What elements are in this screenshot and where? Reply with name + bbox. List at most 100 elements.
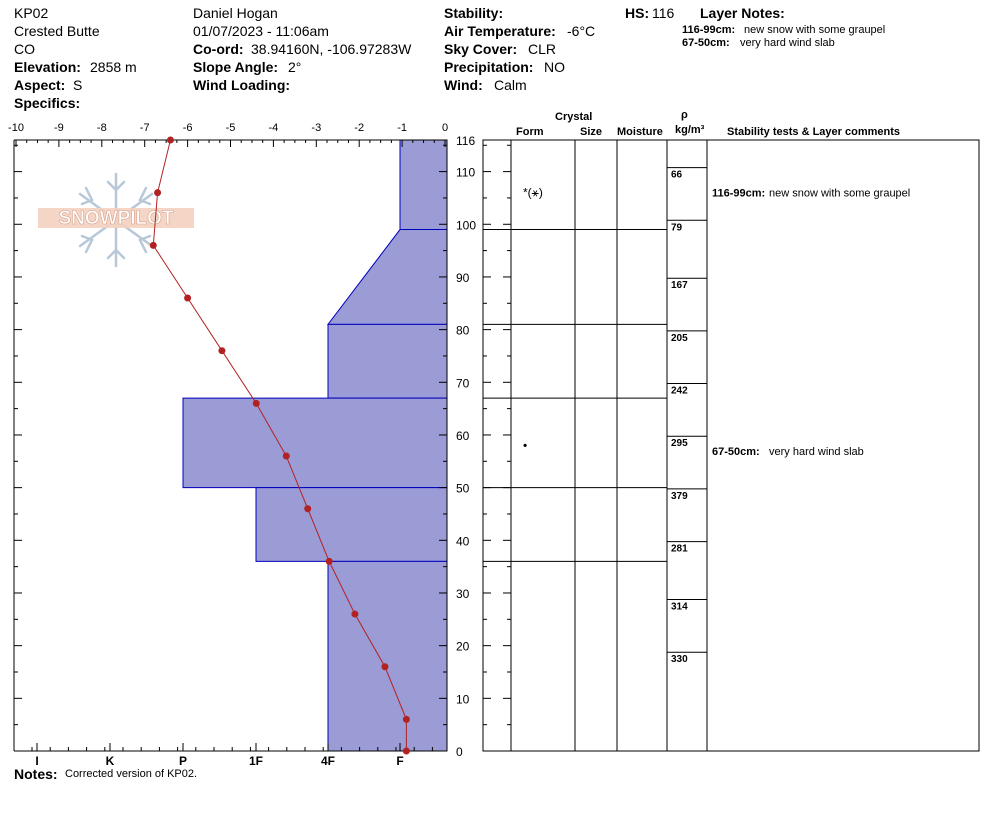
slope-label: Slope Angle:	[193, 59, 279, 75]
density-value: 379	[671, 491, 688, 502]
temperature-point	[304, 505, 312, 513]
moisture-header: Moisture	[617, 126, 663, 138]
temperature-point	[166, 136, 174, 144]
temperature-point	[252, 399, 260, 407]
hs-label: HS:	[625, 5, 650, 21]
temp-tick-label: -10	[8, 122, 24, 134]
height-tick-label: 40	[456, 534, 470, 548]
observer-name: Daniel Hogan	[193, 5, 278, 21]
height-tick-label: 30	[456, 587, 470, 601]
comments-header: Stability tests & Layer comments	[727, 126, 901, 138]
sky-value: CLR	[528, 41, 557, 57]
form-header: Form	[516, 126, 544, 138]
temperature-point	[325, 557, 333, 565]
notes-label: Notes:	[14, 766, 58, 782]
height-tick-label: 10	[456, 692, 470, 706]
temp-tick-label: -4	[269, 122, 279, 134]
hardness-tick-label: 4F	[321, 754, 335, 768]
notes-text: Corrected version of KP02.	[65, 768, 198, 780]
height-tick-label: 110	[456, 166, 475, 180]
state: CO	[14, 41, 35, 57]
layer-note-text: new snow with some graupel	[744, 24, 886, 36]
height-tick-label: 50	[456, 482, 470, 496]
specifics-label: Specifics:	[14, 95, 81, 111]
density-value: 167	[671, 280, 688, 291]
precip-label: Precipitation:	[444, 59, 534, 75]
temperature-point	[351, 610, 359, 618]
temperature-point	[381, 663, 389, 671]
density-unit-header: kg/m³	[675, 124, 705, 136]
hardness-tick-label: I	[35, 754, 38, 768]
air-temp-value: -6°C	[567, 23, 596, 39]
temp-tick-label: -2	[354, 122, 364, 134]
height-tick-label: 100	[456, 218, 476, 232]
height-tick-label: 116	[456, 134, 475, 148]
layer-comment-range: 116-99cm:	[712, 188, 765, 200]
crystal-form-symbol: •	[523, 439, 527, 453]
temperature-point	[402, 747, 410, 755]
location: Crested Butte	[14, 23, 100, 39]
rho-header: ρ	[681, 109, 688, 121]
size-header: Size	[580, 126, 603, 138]
temp-tick-label: -3	[311, 122, 321, 134]
layer-comment-text: new snow with some graupel	[769, 188, 910, 200]
height-tick-label: 60	[456, 429, 470, 443]
aspect-label: Aspect:	[14, 77, 66, 93]
density-value: 205	[671, 333, 688, 344]
temp-tick-label: -9	[54, 122, 64, 134]
precip-value: NO	[544, 59, 565, 75]
layer-note-range: 67-50cm:	[682, 37, 730, 49]
hardness-layer	[327, 323, 448, 399]
layer-note-text: very hard wind slab	[740, 37, 835, 49]
layer-table-frame	[482, 139, 980, 752]
hardness-layer	[327, 560, 448, 752]
sky-label: Sky Cover:	[444, 41, 518, 57]
temp-tick-label: 0	[442, 122, 448, 134]
observer-code: KP02	[14, 5, 49, 21]
density-value: 79	[671, 222, 683, 233]
temp-tick-label: -5	[226, 122, 236, 134]
hardness-layer	[255, 487, 448, 562]
height-tick-label: 0	[456, 745, 463, 759]
temperature-point	[149, 241, 157, 249]
density-value: 330	[671, 654, 688, 665]
stability-label: Stability:	[444, 5, 504, 21]
density-value: 281	[671, 544, 688, 555]
air-temp-label: Air Temperature:	[444, 23, 556, 39]
watermark-text: SNOWPILOT	[58, 208, 173, 229]
temp-tick-label: -7	[140, 122, 150, 134]
height-tick-label: 80	[456, 324, 470, 338]
snowpilot-logo: SNOWPILOT	[38, 172, 194, 268]
hs-value: 116	[652, 5, 675, 21]
elevation-label: Elevation:	[14, 59, 81, 75]
density-value: 66	[671, 170, 683, 181]
layer-note-range: 116-99cm:	[682, 24, 736, 36]
height-tick-label: 20	[456, 640, 470, 654]
slope-value: 2°	[288, 59, 302, 75]
height-tick-label: 70	[456, 376, 470, 390]
temperature-point	[402, 715, 410, 723]
hardness-layer	[182, 397, 448, 489]
wind-value: Calm	[494, 77, 527, 93]
temperature-point	[184, 294, 192, 302]
layer-notes-label: Layer Notes:	[700, 5, 785, 21]
hardness-layer	[326, 229, 448, 325]
temperature-point	[218, 347, 226, 355]
hardness-tick-label: 1F	[249, 754, 263, 768]
temp-tick-label: -8	[97, 122, 107, 134]
density-value: 314	[671, 602, 688, 613]
observation-datetime: 01/07/2023 - 11:06am	[193, 23, 329, 39]
wind-label: Wind:	[444, 77, 483, 93]
elevation-value: 2858 m	[90, 59, 137, 75]
height-tick-label: 90	[456, 271, 470, 285]
layer-comment-text: very hard wind slab	[769, 446, 864, 458]
temperature-point	[154, 189, 162, 197]
coord-label: Co-ord:	[193, 41, 244, 57]
layer-comment-range: 67-50cm:	[712, 446, 760, 458]
density-value: 242	[671, 386, 688, 397]
hardness-tick-label: K	[106, 754, 115, 768]
wind-loading-label: Wind Loading:	[193, 77, 291, 93]
coord-value: 38.94160N, -106.97283W	[251, 41, 412, 57]
temperature-point	[282, 452, 290, 460]
